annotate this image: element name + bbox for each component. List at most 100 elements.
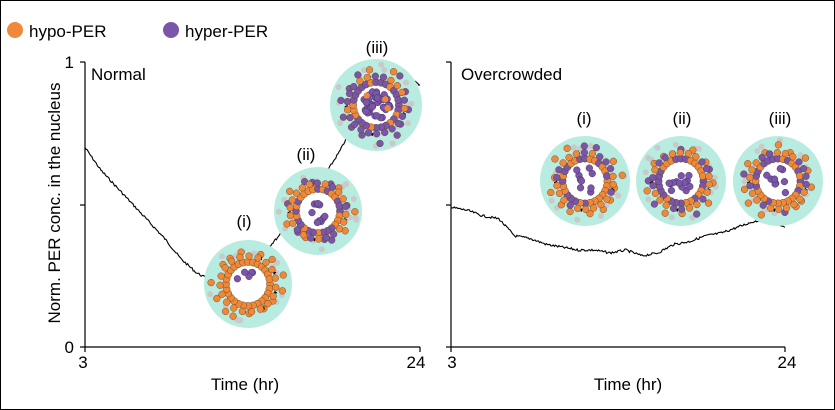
hyper-per-particle (388, 125, 396, 133)
hypo-per-particle (744, 160, 752, 168)
nucleus (299, 192, 337, 230)
hyper-per-particle (799, 165, 808, 173)
hypo-per-particle (288, 196, 296, 204)
hypo-per-particle (221, 264, 229, 272)
hyper-per-particle (362, 107, 370, 116)
hypo-per-particle (662, 201, 670, 209)
hypo-per-particle (748, 166, 756, 174)
right-x-tick-label-end: 24 (778, 353, 797, 372)
hyper-per-particle (802, 180, 810, 188)
inactive-per-dot (615, 192, 622, 199)
hypo-per-particle (656, 196, 664, 204)
hypo-per-particle (547, 188, 555, 197)
hyper-per-particle (765, 150, 773, 158)
hypo-per-particle (207, 278, 215, 287)
normal-cell-ii-label: (ii) (297, 145, 316, 164)
hyper-per-particle (339, 113, 347, 121)
inactive-per-dot (587, 143, 594, 150)
hyper-per-particle (362, 98, 370, 106)
inactive-per-dot (389, 140, 396, 147)
hyper-per-particle (580, 142, 588, 150)
hypo-per-particle (217, 272, 225, 280)
normal-cell-i (204, 240, 292, 328)
hyper-per-particle (379, 73, 388, 81)
hypo-per-particle (298, 184, 306, 192)
hypo-per-particle (555, 189, 564, 197)
hyper-per-particle (655, 159, 663, 167)
hypo-per-particle (757, 211, 765, 219)
inactive-per-dot (274, 259, 281, 266)
hypo-per-particle (705, 180, 713, 188)
overcrowded-cell-i (540, 136, 630, 226)
hyper-per-particle (357, 125, 365, 134)
normal-cell-iii (330, 59, 422, 151)
hyper-per-particle (371, 72, 379, 80)
hypo-per-particle (582, 205, 590, 213)
hyper-per-particle (307, 234, 315, 242)
hypo-per-particle (586, 210, 594, 218)
hyper-per-particle (603, 172, 611, 180)
hyper-per-particle (665, 179, 673, 187)
hypo-per-particle (588, 149, 596, 158)
inactive-per-dot (237, 317, 244, 324)
legend: hypo-PER hyper-PER (7, 22, 268, 41)
hypo-per-particle (563, 144, 571, 152)
hyper-per-particle (555, 166, 563, 174)
inactive-per-dot (797, 152, 804, 159)
hypo-per-particle (753, 196, 761, 204)
hypo-per-particle (790, 200, 798, 209)
hypo-per-particle (216, 281, 224, 289)
hypo-per-particle (574, 204, 582, 213)
inactive-per-dot (219, 253, 226, 260)
hyper-per-particle (592, 144, 600, 152)
hypo-per-particle (299, 231, 308, 239)
hypo-per-particle (789, 153, 797, 161)
hyper-per-particle (313, 179, 321, 187)
hypo-per-particle (609, 180, 617, 188)
hypo-per-particle (384, 105, 391, 112)
hypo-per-particle (268, 265, 276, 274)
hyper-per-particle (587, 184, 595, 192)
hypo-per-particle (340, 218, 348, 226)
hypo-per-particle (559, 159, 567, 167)
hyper-per-particle (670, 204, 678, 213)
normal-cell-i-label: (i) (236, 212, 251, 231)
right-x-axis-label: Time (hr) (594, 375, 662, 394)
inactive-per-dot (758, 143, 765, 150)
hypo-per-particle (744, 199, 752, 207)
hyper-per-particle (802, 172, 810, 180)
hypo-per-particle (286, 187, 294, 195)
inactive-per-dot (672, 141, 679, 148)
hyper-per-particle (381, 128, 389, 137)
hypo-per-particle (740, 185, 749, 193)
hyper-per-particle (345, 90, 354, 98)
hypo-per-particle (796, 172, 804, 180)
overcrowded-cell-ii-label: (ii) (673, 109, 692, 128)
inactive-per-dot (597, 213, 604, 220)
hypo-per-particle (609, 157, 617, 165)
hyper-per-particle (758, 153, 766, 162)
left-x-tick-label-start: 3 (78, 353, 87, 372)
hypo-per-particle (286, 204, 294, 212)
inactive-per-dot (381, 66, 388, 73)
hyper-per-particle (293, 226, 301, 234)
hyper-per-particle (693, 210, 701, 218)
overcrowded-cell-ii (636, 136, 726, 226)
hyper-per-particle (698, 158, 706, 166)
hyper-per-particle (330, 230, 338, 238)
hyper-per-particle (699, 195, 707, 203)
hypo-per-particle (238, 307, 246, 316)
hypo-per-particle (609, 172, 617, 180)
inactive-per-dot (403, 79, 410, 86)
inactive-per-dot (654, 144, 661, 151)
hypo-per-particle (603, 195, 611, 203)
hypo-per-particle (705, 172, 713, 180)
hyper-per-particle (354, 71, 362, 79)
hypo-per-particle (703, 188, 711, 196)
inactive-per-dot (378, 61, 385, 68)
hypo-per-particle (342, 210, 350, 218)
hyper-per-particle (313, 218, 321, 227)
inactive-per-dot (754, 148, 761, 155)
hypo-per-particle (343, 106, 352, 114)
hypo-per-particle (801, 154, 809, 162)
